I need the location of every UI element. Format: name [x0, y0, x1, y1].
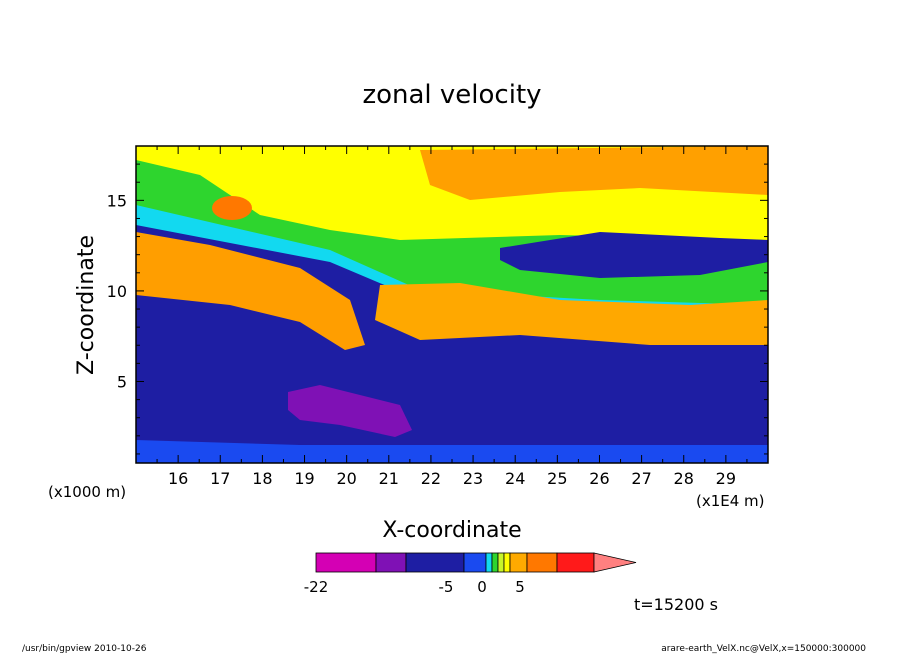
field-deep-core	[288, 385, 412, 437]
x-tick-label: 29	[716, 469, 736, 488]
y-tick-label: 5	[117, 372, 127, 391]
colorbar-swatch	[485, 552, 493, 573]
chart-title: zonal velocity	[362, 80, 541, 110]
x-axis-ticks: 16 17 18 19 20 21 22 23 24 25 26 27 28 29	[135, 146, 769, 488]
field-upper-jet	[136, 232, 365, 350]
footer-right: arare-earth_VelX.nc@VelX,x=150000:300000	[661, 644, 866, 654]
colorbar-tick-label: -5	[439, 578, 454, 596]
colorbar-swatch	[315, 552, 377, 573]
field-lower-band	[136, 440, 768, 463]
colorbar-swatch	[497, 552, 505, 573]
colorbar-swatch	[405, 552, 465, 573]
y-unit-label: (x1000 m)	[48, 483, 126, 501]
y-axis-ticks: 5 10 15	[107, 145, 768, 455]
y-tick-label: 15	[107, 191, 127, 210]
colorbar-tick-label: 5	[515, 578, 525, 596]
field-top-warm	[420, 146, 768, 200]
heatmap-field	[136, 146, 768, 463]
x-unit-label: (x1E4 m)	[696, 492, 765, 510]
colorbar-tick-label: 0	[477, 578, 487, 596]
colorbar	[315, 552, 637, 573]
x-tick-label: 28	[674, 469, 694, 488]
colorbar-arrow	[593, 552, 637, 573]
colorbar-ticks: -22 -5 0 5	[304, 578, 525, 596]
x-tick-label: 24	[505, 469, 525, 488]
y-axis-label: Z-coordinate	[74, 235, 99, 375]
time-label: t=15200 s	[634, 595, 718, 614]
field-mid-jet	[375, 283, 768, 345]
colorbar-swatch	[491, 552, 499, 573]
colorbar-swatch	[526, 552, 558, 573]
x-tick-label: 25	[547, 469, 567, 488]
footer-left: /usr/bin/gpview 2010-10-26	[22, 644, 147, 654]
x-tick-label: 17	[210, 469, 230, 488]
x-axis-label: X-coordinate	[382, 518, 521, 543]
x-tick-label: 18	[252, 469, 272, 488]
x-tick-label: 19	[294, 469, 314, 488]
x-tick-label: 26	[589, 469, 609, 488]
colorbar-swatch	[375, 552, 407, 573]
colorbar-swatch	[503, 552, 511, 573]
field-cold-tongue	[500, 232, 768, 278]
x-tick-label: 27	[631, 469, 651, 488]
field-warm-blob	[212, 196, 252, 220]
colorbar-swatch	[556, 552, 595, 573]
x-tick-label: 20	[336, 469, 356, 488]
colorbar-swatch	[463, 552, 487, 573]
x-tick-label: 22	[421, 469, 441, 488]
x-tick-label: 16	[168, 469, 188, 488]
y-tick-label: 10	[107, 282, 127, 301]
colorbar-swatch	[509, 552, 528, 573]
colorbar-tick-label: -22	[304, 578, 329, 596]
x-tick-label: 23	[463, 469, 483, 488]
x-tick-label: 21	[379, 469, 399, 488]
